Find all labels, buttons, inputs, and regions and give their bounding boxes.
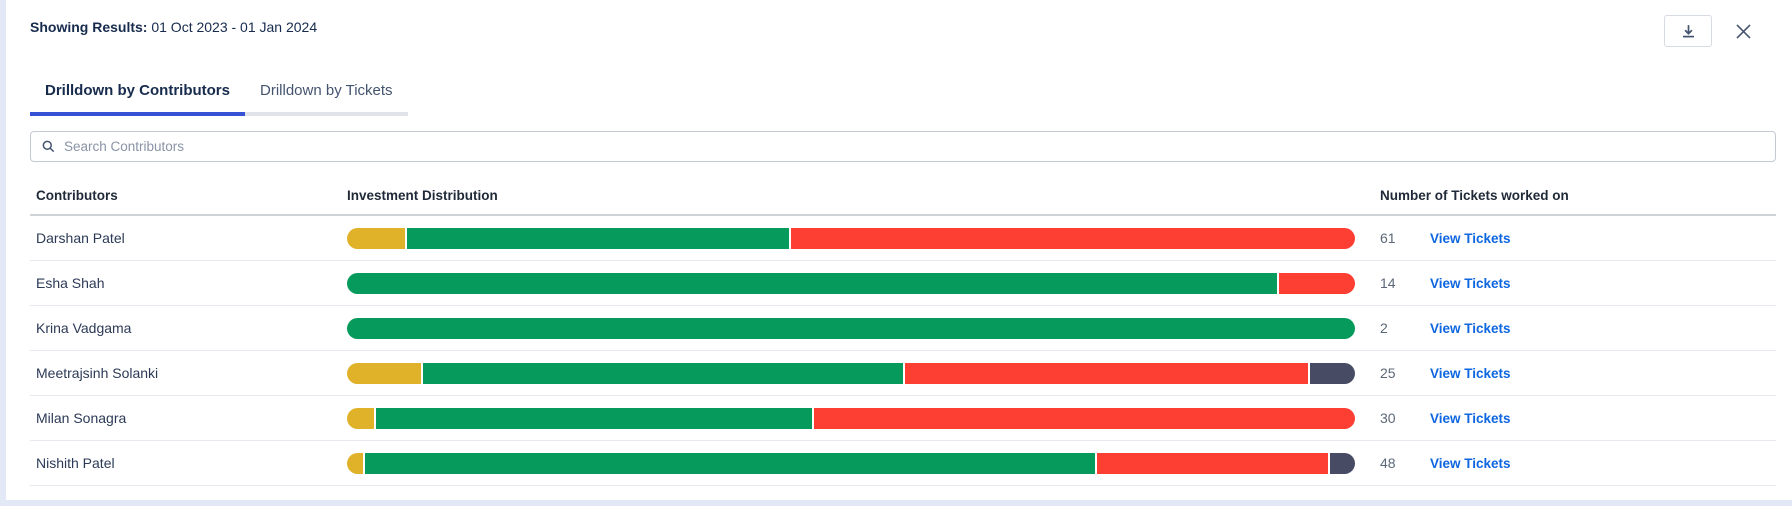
investment-distribution-cell	[347, 272, 1358, 294]
investment-distribution-bar	[347, 227, 1355, 249]
bar-segment-red	[905, 362, 1308, 384]
bar-segment-yellow	[347, 362, 422, 384]
table-row: Darshan Patel 61 View Tickets	[30, 216, 1776, 261]
bar-segment-red	[1278, 272, 1355, 294]
bar-segment-yellow	[347, 407, 375, 429]
view-tickets-link[interactable]: View Tickets	[1430, 230, 1511, 246]
view-tickets-link[interactable]: View Tickets	[1430, 455, 1511, 471]
bar-segment-dark	[1329, 452, 1355, 474]
ticket-count: 48	[1380, 455, 1396, 471]
bar-segment-green	[376, 407, 812, 429]
bar-segment-green	[365, 452, 1095, 474]
investment-distribution-cell	[347, 452, 1358, 474]
table-row: Milan Sonagra 30 View Tickets	[30, 396, 1776, 441]
table-row: Krina Vadgama 2 View Tickets	[30, 306, 1776, 351]
table-header: Contributors Investment Distribution Num…	[30, 162, 1776, 216]
investment-distribution-bar	[347, 317, 1355, 339]
bar-segment-green	[423, 362, 904, 384]
column-header-investment-distribution: Investment Distribution	[347, 188, 498, 203]
view-tickets-link[interactable]: View Tickets	[1430, 410, 1511, 426]
ticket-count: 2	[1380, 320, 1388, 336]
showing-results: Showing Results: 01 Oct 2023 - 01 Jan 20…	[30, 14, 317, 35]
view-tickets-link[interactable]: View Tickets	[1430, 320, 1511, 336]
investment-distribution-bar	[347, 452, 1355, 474]
topbar: Showing Results: 01 Oct 2023 - 01 Jan 20…	[30, 0, 1776, 48]
search-bar	[30, 131, 1776, 162]
close-icon	[1734, 22, 1753, 41]
investment-distribution-bar	[347, 407, 1355, 429]
search-input[interactable]	[64, 139, 1765, 154]
showing-results-value: 01 Oct 2023 - 01 Jan 2024	[151, 19, 318, 35]
tickets-cell: 61 View Tickets	[1358, 230, 1776, 246]
ticket-count: 14	[1380, 275, 1396, 291]
bar-segment-green	[407, 227, 789, 249]
contributor-name: Meetrajsinh Solanki	[36, 365, 159, 381]
contributor-name: Darshan Patel	[36, 230, 125, 246]
tickets-cell: 48 View Tickets	[1358, 455, 1776, 471]
bar-segment-yellow	[347, 452, 364, 474]
column-header-contributors: Contributors	[36, 188, 118, 203]
drilldown-panel: Showing Results: 01 Oct 2023 - 01 Jan 20…	[6, 0, 1792, 500]
tickets-cell: 14 View Tickets	[1358, 275, 1776, 291]
download-button[interactable]	[1664, 15, 1712, 47]
view-tickets-link[interactable]: View Tickets	[1430, 365, 1511, 381]
table-row: Meetrajsinh Solanki 25 View Tickets	[30, 351, 1776, 396]
investment-distribution-cell	[347, 362, 1358, 384]
bar-segment-red	[790, 227, 1355, 249]
contributor-name: Nishith Patel	[36, 455, 115, 471]
bar-segment-green	[347, 317, 1355, 339]
tab-bar: Drilldown by Contributors Drilldown by T…	[30, 76, 1776, 116]
investment-distribution-cell	[347, 317, 1358, 339]
bar-segment-red	[813, 407, 1355, 429]
contributor-name: Krina Vadgama	[36, 320, 132, 336]
table-row: Esha Shah 14 View Tickets	[30, 261, 1776, 306]
tab-drilldown-by-contributors[interactable]: Drilldown by Contributors	[30, 76, 245, 116]
topbar-actions	[1664, 14, 1776, 48]
tickets-cell: 30 View Tickets	[1358, 410, 1776, 426]
showing-results-label: Showing Results:	[30, 19, 148, 35]
ticket-count: 30	[1380, 410, 1396, 426]
search-icon	[41, 139, 56, 154]
investment-distribution-cell	[347, 407, 1358, 429]
ticket-count: 61	[1380, 230, 1396, 246]
investment-distribution-cell	[347, 227, 1358, 249]
column-header-tickets: Number of Tickets worked on	[1380, 188, 1569, 203]
close-button[interactable]	[1726, 14, 1760, 48]
table-body: Darshan Patel 61 View Tickets Esha Shah 14 Vi…	[30, 216, 1776, 486]
bar-segment-yellow	[347, 227, 406, 249]
contributors-table: Contributors Investment Distribution Num…	[30, 162, 1776, 486]
tickets-cell: 25 View Tickets	[1358, 365, 1776, 381]
ticket-count: 25	[1380, 365, 1396, 381]
investment-distribution-bar	[347, 272, 1355, 294]
tickets-cell: 2 View Tickets	[1358, 320, 1776, 336]
bar-segment-dark	[1309, 362, 1355, 384]
bar-segment-red	[1096, 452, 1328, 474]
view-tickets-link[interactable]: View Tickets	[1430, 275, 1511, 291]
table-row: Nishith Patel 48 View Tickets	[30, 441, 1776, 486]
contributor-name: Milan Sonagra	[36, 410, 127, 426]
bar-segment-green	[347, 272, 1277, 294]
download-icon	[1680, 23, 1697, 40]
contributor-name: Esha Shah	[36, 275, 105, 291]
investment-distribution-bar	[347, 362, 1355, 384]
tab-drilldown-by-tickets[interactable]: Drilldown by Tickets	[245, 76, 408, 116]
